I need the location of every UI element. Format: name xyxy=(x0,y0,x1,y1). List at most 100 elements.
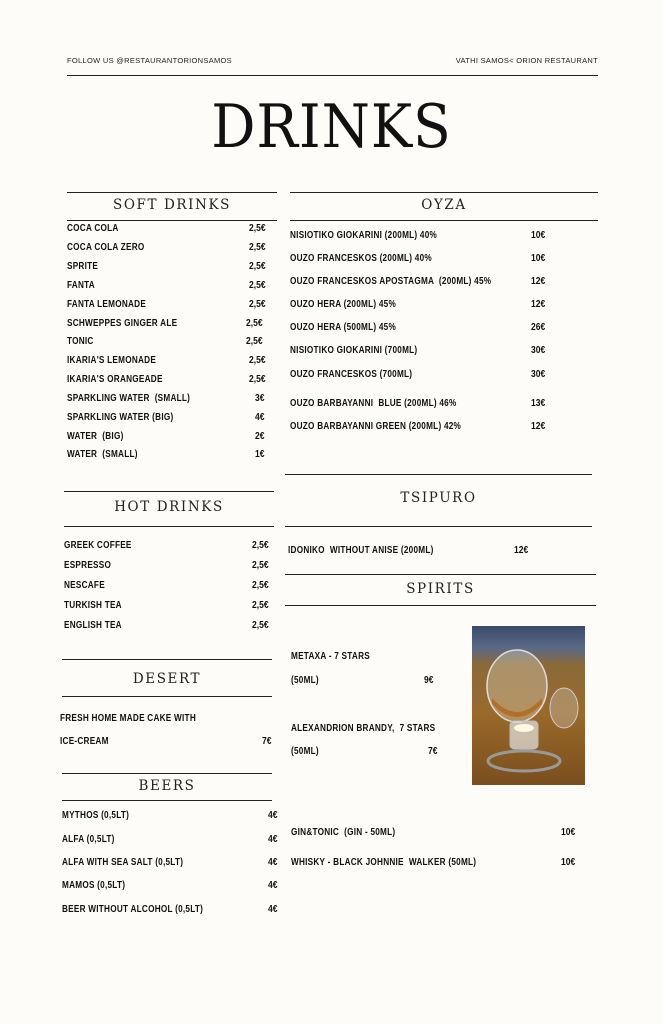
item-name: ICE-CREAM xyxy=(60,736,109,747)
item-price: 3€ xyxy=(255,393,265,404)
menu-item: IKARIA'S ORANGEADE 2,5€ xyxy=(67,374,277,386)
menu-item: IKARIA'S LEMONADE 2,5€ xyxy=(67,355,277,367)
item-price: 10€ xyxy=(531,230,546,241)
item-price: 2,5€ xyxy=(246,318,263,329)
menu-item: ESPRESSO 2,5€ xyxy=(64,560,274,572)
item-price: 10€ xyxy=(531,253,546,264)
item-name: OUZO HERA (500ML) 45% xyxy=(290,322,397,333)
menu-item: SCHWEPPES GINGER ALE 2,5€ xyxy=(67,318,277,330)
menu-item: NESCAFE 2,5€ xyxy=(64,580,274,592)
menu-item: GREEK COFFEE 2,5€ xyxy=(64,540,274,552)
menu-item: ALFA WITH SEA SALT (0,5LT) 4€ xyxy=(62,857,277,869)
item-price: 12€ xyxy=(531,421,546,432)
menu-item: OUZO FRANCESKOS (700ML) 30€ xyxy=(290,369,598,381)
menu-item: FANTA LEMONADE 2,5€ xyxy=(67,299,277,311)
section-title-soft: SOFT DRINKS xyxy=(112,197,232,213)
section-divider xyxy=(62,696,272,697)
item-name: WATER (SMALL) xyxy=(67,449,138,460)
item-price: 2€ xyxy=(255,431,265,442)
item-price: 2,5€ xyxy=(252,580,269,591)
location-text: VATHI SAMOS< ORION RESTAURANT xyxy=(455,56,598,65)
section-title-tsipuro: TSIPURO xyxy=(400,490,477,506)
item-name: ALFA (0,5LT) xyxy=(62,834,115,845)
item-name: SPARKLING WATER (SMALL) xyxy=(67,393,191,404)
brandy-warmer-photo xyxy=(472,626,585,785)
item-name: OUZO BARBAYANNI BLUE (200ML) 46% xyxy=(290,398,457,409)
item-price: 2,5€ xyxy=(252,540,269,551)
item-name: COCA COLA xyxy=(67,223,119,234)
section-divider xyxy=(285,605,596,606)
menu-item: OUZO FRANCESKOS APOSTAGMA (200ML) 45% 12€ xyxy=(290,276,598,288)
menu-item: METAXA - 7 STARS xyxy=(291,651,596,663)
menu-item: BEER WITHOUT ALCOHOL (0,5LT) 4€ xyxy=(62,904,277,916)
section-divider xyxy=(290,220,598,221)
follow-us-text: FOLLOW US @RESTAURANTORIONSAMOS xyxy=(67,56,232,65)
section-divider xyxy=(64,491,274,492)
item-price: 2,5€ xyxy=(249,261,266,272)
item-name: FANTA xyxy=(67,280,95,291)
menu-item: GIN&TONIC (GIN - 50ML) 10€ xyxy=(291,827,596,839)
item-price: 2,5€ xyxy=(249,242,266,253)
item-name: WATER (BIG) xyxy=(67,431,124,442)
menu-item: ICE-CREAM 7€ xyxy=(60,736,272,748)
item-price: 7€ xyxy=(262,736,272,747)
item-price: 12€ xyxy=(531,276,546,287)
item-name: FANTA LEMONADE xyxy=(67,299,147,310)
menu-item: MYTHOS (0,5LT) 4€ xyxy=(62,810,277,822)
menu-item: (50ML) 7€ xyxy=(291,746,596,758)
menu-item: NISIOTIKO GIOKARINI (700ML) 30€ xyxy=(290,345,598,357)
menu-item: MAMOS (0,5LT) 4€ xyxy=(62,880,277,892)
section-divider xyxy=(285,474,592,475)
item-price: 12€ xyxy=(531,299,546,310)
brandy-glass-icon xyxy=(486,649,579,773)
menu-item: COCA COLA 2,5€ xyxy=(67,223,277,235)
menu-item: FANTA 2,5€ xyxy=(67,280,277,292)
item-name: WHISKY - BLACK JOHNNIE WALKER (50ML) xyxy=(291,857,477,868)
item-price: 12€ xyxy=(514,545,529,556)
item-name: BEER WITHOUT ALCOHOL (0,5LT) xyxy=(62,904,204,915)
menu-item: ALFA (0,5LT) 4€ xyxy=(62,834,277,846)
item-price: 4€ xyxy=(268,857,278,868)
item-name: ALFA WITH SEA SALT (0,5LT) xyxy=(62,857,184,868)
menu-item: TURKISH TEA 2,5€ xyxy=(64,600,274,612)
item-name: NISIOTIKO GIOKARINI (200ML) 40% xyxy=(290,230,438,241)
item-price: 4€ xyxy=(268,810,278,821)
menu-item: (50ML) 9€ xyxy=(291,675,596,687)
item-name: METAXA - 7 STARS xyxy=(291,651,370,662)
header-divider xyxy=(67,75,598,76)
menu-item: TONIC 2,5€ xyxy=(67,336,277,348)
item-name: FRESH HOME MADE CAKE WITH xyxy=(60,713,196,724)
item-name: ENGLISH TEA xyxy=(64,620,122,631)
section-title-hot: HOT DRINKS xyxy=(114,499,224,515)
item-name: ESPRESSO xyxy=(64,560,112,571)
section-title-desert: DESERT xyxy=(132,671,202,687)
section-title-spirits: SPIRITS xyxy=(406,581,475,597)
section-divider xyxy=(67,192,277,193)
item-name: TONIC xyxy=(67,336,94,347)
section-divider xyxy=(62,800,272,801)
item-price: 1€ xyxy=(255,449,265,460)
menu-item: SPARKLING WATER (SMALL) 3€ xyxy=(67,393,277,405)
item-name: NESCAFE xyxy=(64,580,105,591)
menu-item: OUZO FRANCESKOS (200ML) 40% 10€ xyxy=(290,253,598,265)
section-title-oyza: OYZA xyxy=(421,197,467,213)
menu-item: WATER (SMALL) 1€ xyxy=(67,449,277,461)
item-name: COCA COLA ZERO xyxy=(67,242,145,253)
section-divider xyxy=(285,574,596,575)
menu-item: NISIOTIKO GIOKARINI (200ML) 40% 10€ xyxy=(290,230,598,242)
menu-item: OUZO HERA (500ML) 45% 26€ xyxy=(290,322,598,334)
menu-item: COCA COLA ZERO 2,5€ xyxy=(67,242,277,254)
item-name: SCHWEPPES GINGER ALE xyxy=(67,318,178,329)
menu-item: SPRITE 2,5€ xyxy=(67,261,277,273)
item-name: TURKISH TEA xyxy=(64,600,122,611)
item-price: 7€ xyxy=(428,746,438,757)
item-name: GREEK COFFEE xyxy=(64,540,132,551)
item-price: 4€ xyxy=(255,412,265,423)
item-name: ALEXANDRION BRANDY, 7 STARS xyxy=(291,723,436,734)
menu-item: OUZO BARBAYANNI GREEN (200ML) 42% 12€ xyxy=(290,421,598,433)
item-price: 10€ xyxy=(561,857,576,868)
menu-item: WHISKY - BLACK JOHNNIE WALKER (50ML) 10€ xyxy=(291,857,596,869)
item-price: 26€ xyxy=(531,322,546,333)
item-price: 2,5€ xyxy=(252,560,269,571)
item-price: 2,5€ xyxy=(249,374,266,385)
